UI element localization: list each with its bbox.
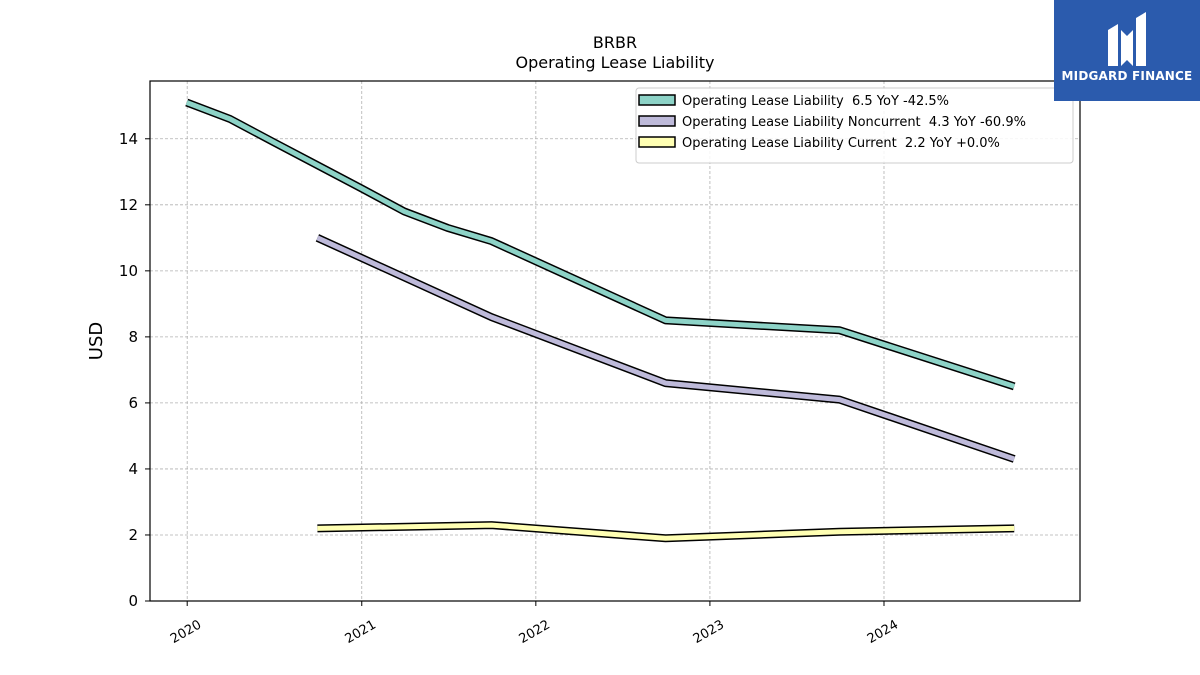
legend-entry: Operating Lease Liability Current 2.2 Yo… (682, 136, 1000, 151)
y-tick-label: 2 (128, 526, 138, 544)
brand-logo: MIDGARD FINANCE (1054, 0, 1200, 101)
legend-entry: Operating Lease Liability 6.5 YoY -42.5% (682, 94, 949, 109)
legend: Operating Lease Liability 6.5 YoY -42.5%… (635, 87, 1074, 164)
chart-subtitle: Operating Lease Liability (515, 53, 714, 72)
ticks: 0 2 4 6 8 10 12 14 2020 2021 2022 2023 2024 (119, 130, 901, 647)
legend-box (635, 87, 1074, 164)
y-tick-label: 10 (119, 262, 138, 280)
brand-mark-icon (1108, 12, 1146, 66)
legend-swatch (638, 136, 676, 148)
x-tick-label: 2023 (691, 617, 727, 647)
series-layer (185, 98, 1016, 543)
x-tick-label: 2020 (168, 617, 204, 647)
chart-title: BRBR (593, 33, 637, 52)
y-tick-label: 8 (128, 328, 138, 346)
legend-entry: Operating Lease Liability Noncurrent 4.3… (682, 115, 1026, 130)
series-line-2 (316, 235, 1016, 462)
y-tick-label: 0 (128, 592, 138, 610)
x-tick-label: 2022 (517, 617, 553, 647)
y-tick-label: 6 (128, 394, 138, 412)
x-tick-label: 2024 (865, 617, 901, 647)
series-line-3 (317, 522, 1015, 541)
x-tick-label: 2021 (343, 617, 379, 647)
brand-name: MIDGARD FINANCE (1061, 69, 1193, 83)
y-tick-label: 4 (128, 460, 138, 478)
series-line-1 (185, 100, 1015, 389)
y-tick-label: 14 (119, 130, 138, 148)
y-tick-label: 12 (119, 196, 138, 214)
legend-swatch (638, 115, 676, 127)
legend-swatch (638, 94, 676, 106)
y-axis-label: USD (86, 322, 107, 360)
plot-area (149, 80, 1081, 602)
